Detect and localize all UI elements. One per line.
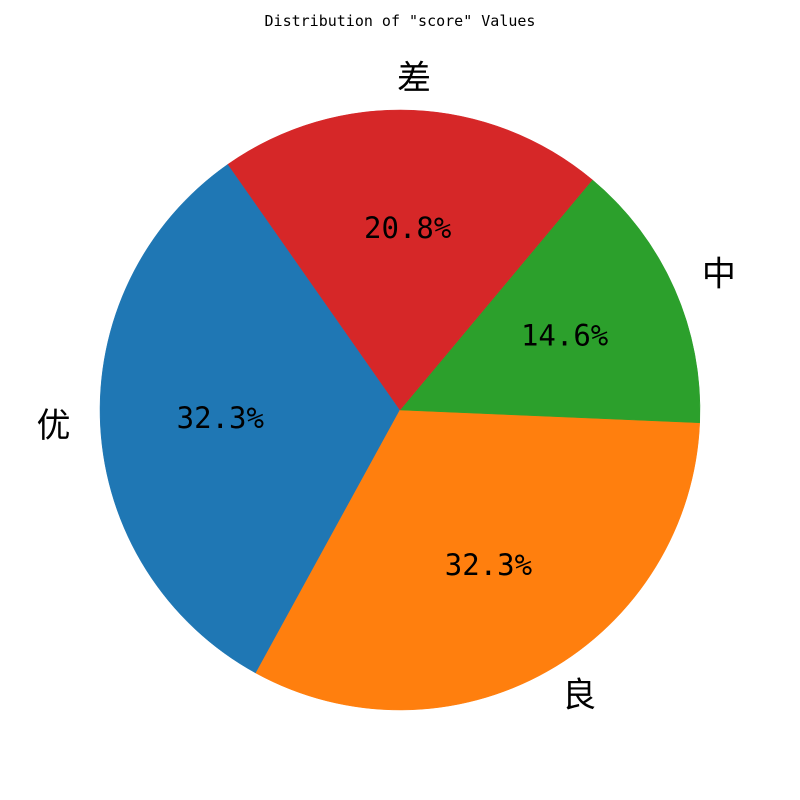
category-label-2: 良: [562, 675, 596, 715]
pie-slice-3: [399, 179, 701, 424]
percent-label-4: 20.8%: [364, 211, 451, 245]
pie-slices: [99, 109, 701, 711]
percent-label-3: 14.6%: [521, 318, 608, 352]
pie-slice-2: [255, 409, 700, 711]
category-label-3: 中: [702, 255, 736, 295]
pie-labels: 优 32.3% 良 32.3% 中 14.6% 差 20.8%: [37, 58, 736, 715]
percent-label-2: 32.3%: [445, 548, 532, 582]
chart-title: Distribution of "score" Values: [264, 12, 536, 30]
percent-label-1: 32.3%: [177, 401, 264, 435]
category-label-4: 差: [397, 58, 431, 98]
category-label-1: 优: [37, 406, 71, 446]
pie-slice-1: [99, 163, 401, 674]
pie-slice-4: [227, 109, 593, 411]
